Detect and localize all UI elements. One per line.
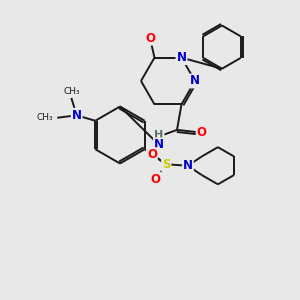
Text: O: O <box>151 173 161 186</box>
Text: N: N <box>190 74 200 88</box>
Text: S: S <box>162 158 170 171</box>
Text: H: H <box>154 130 164 140</box>
Text: N: N <box>154 138 164 152</box>
Text: N: N <box>183 159 193 172</box>
Text: N: N <box>72 109 82 122</box>
Text: O: O <box>196 126 207 139</box>
Text: O: O <box>147 148 157 161</box>
Text: O: O <box>145 32 155 45</box>
Text: CH₃: CH₃ <box>37 113 54 122</box>
Text: N: N <box>176 51 187 64</box>
Text: CH₃: CH₃ <box>63 87 80 96</box>
